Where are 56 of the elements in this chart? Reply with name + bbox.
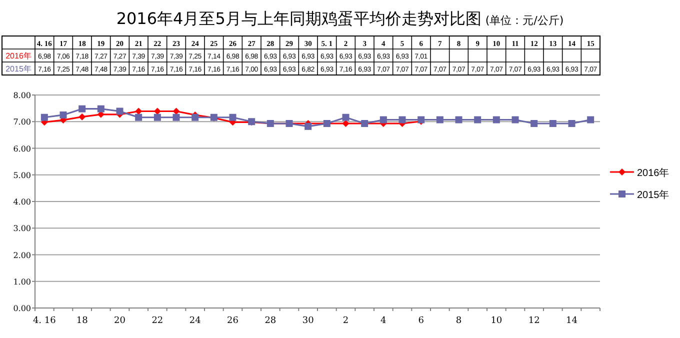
point <box>135 108 142 115</box>
y-tick-label: 7.00 <box>13 118 31 127</box>
point <box>97 105 104 112</box>
point <box>436 116 444 124</box>
point <box>154 114 161 121</box>
point <box>455 116 462 124</box>
category-label: 24 <box>189 316 201 326</box>
chart-title: 2016年4月至5月与上年同期鸡蛋平均价走势对比图 <box>116 9 482 28</box>
y-tick-label: 4.00 <box>13 198 31 206</box>
point <box>154 108 161 115</box>
category-label: 18 <box>76 316 88 326</box>
category-label: 4. 16 <box>32 316 56 326</box>
y-tick-label: 3.00 <box>13 224 31 234</box>
point <box>40 114 48 121</box>
point <box>398 116 406 124</box>
point <box>172 114 180 121</box>
point <box>380 116 387 124</box>
point <box>568 120 576 127</box>
y-tick-label: 0.00 <box>13 304 31 313</box>
y-tick-label: 6.00 <box>13 144 31 154</box>
category-label: 8 <box>456 316 462 326</box>
category-label: 6 <box>418 316 424 326</box>
point <box>135 114 142 121</box>
y-tick-label: 5.00 <box>13 170 31 180</box>
text: 2015年 <box>6 64 32 74</box>
point <box>78 105 86 112</box>
legend-label: 2015年 <box>637 189 670 201</box>
legend-label: 2016年 <box>637 167 670 179</box>
category-label: 14 <box>566 316 578 326</box>
point <box>530 120 538 127</box>
category-label: 30 <box>302 316 314 326</box>
point <box>549 120 556 127</box>
point <box>512 116 519 124</box>
point <box>78 113 86 120</box>
point <box>342 114 350 121</box>
y-tick-label: 1.00 <box>13 277 31 286</box>
text: 2016年 <box>6 52 32 60</box>
point <box>60 111 67 118</box>
category-label: 10 <box>490 316 502 326</box>
point <box>192 114 199 121</box>
category-label: 26 <box>227 316 238 326</box>
point <box>587 116 594 124</box>
chart-subtitle: (单位：元/公斤) <box>485 14 564 27</box>
point <box>342 120 350 127</box>
y-tick-label: 2.00 <box>13 250 31 260</box>
point <box>116 108 124 115</box>
point <box>229 114 236 121</box>
point <box>492 116 500 124</box>
point <box>474 116 482 124</box>
category-label: 22 <box>152 316 164 326</box>
category-label: 12 <box>528 316 540 326</box>
point <box>304 122 312 130</box>
category-label: 28 <box>264 316 276 326</box>
point <box>172 108 180 115</box>
y-tick-label: 8.00 <box>13 91 31 100</box>
category-label: 20 <box>114 316 126 326</box>
